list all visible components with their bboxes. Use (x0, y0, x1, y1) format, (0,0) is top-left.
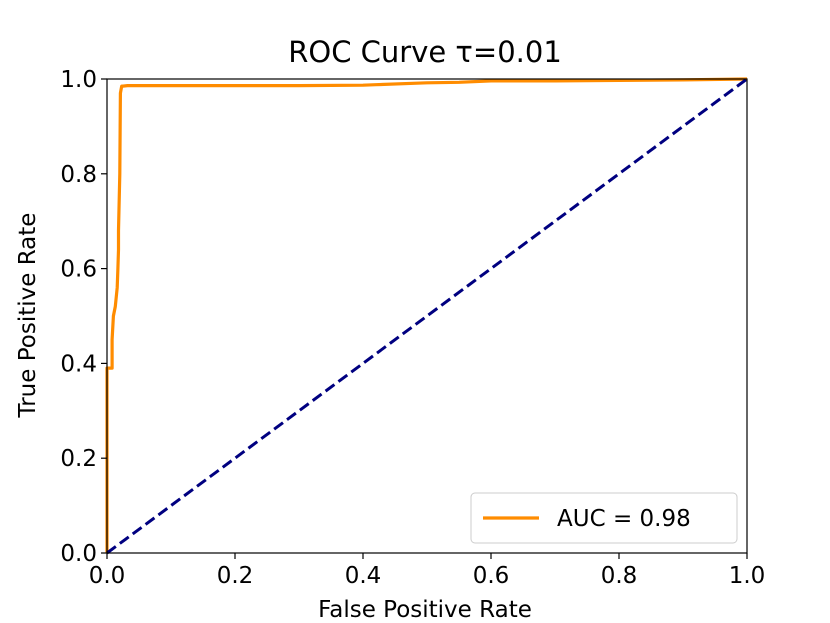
x-tick-label: 0.6 (473, 563, 510, 589)
x-tick-label: 1.0 (729, 563, 766, 589)
y-tick-label: 1.0 (60, 67, 97, 93)
y-tick-label: 0.0 (60, 541, 97, 567)
plot-area: 0.0 0.2 0.4 0.6 0.8 1.0 0.0 0.2 0.4 0.6 0.8 1.0 AUC … (60, 67, 765, 589)
y-tick-label: 0.6 (60, 257, 97, 283)
plot-frame (106, 78, 748, 554)
x-tick-label: 0.8 (601, 563, 638, 589)
roc-curve-line (105, 77, 748, 553)
x-axis-label: False Positive Rate (318, 597, 532, 623)
x-tick-label: 0.4 (345, 563, 382, 589)
x-tick-label: 0.0 (89, 563, 126, 589)
y-tick-label: 0.2 (60, 446, 97, 472)
y-axis-label: True Positive Rate (15, 213, 41, 419)
x-tick-label: 0.2 (217, 563, 254, 589)
legend-box (470, 492, 738, 544)
diagonal-reference-line (106, 77, 748, 555)
legend-label: AUC = 0.98 (557, 506, 691, 532)
y-tick-label: 0.8 (60, 162, 97, 188)
y-tick-label: 0.4 (60, 351, 97, 377)
chart-title: ROC Curve τ=0.01 (288, 35, 562, 69)
